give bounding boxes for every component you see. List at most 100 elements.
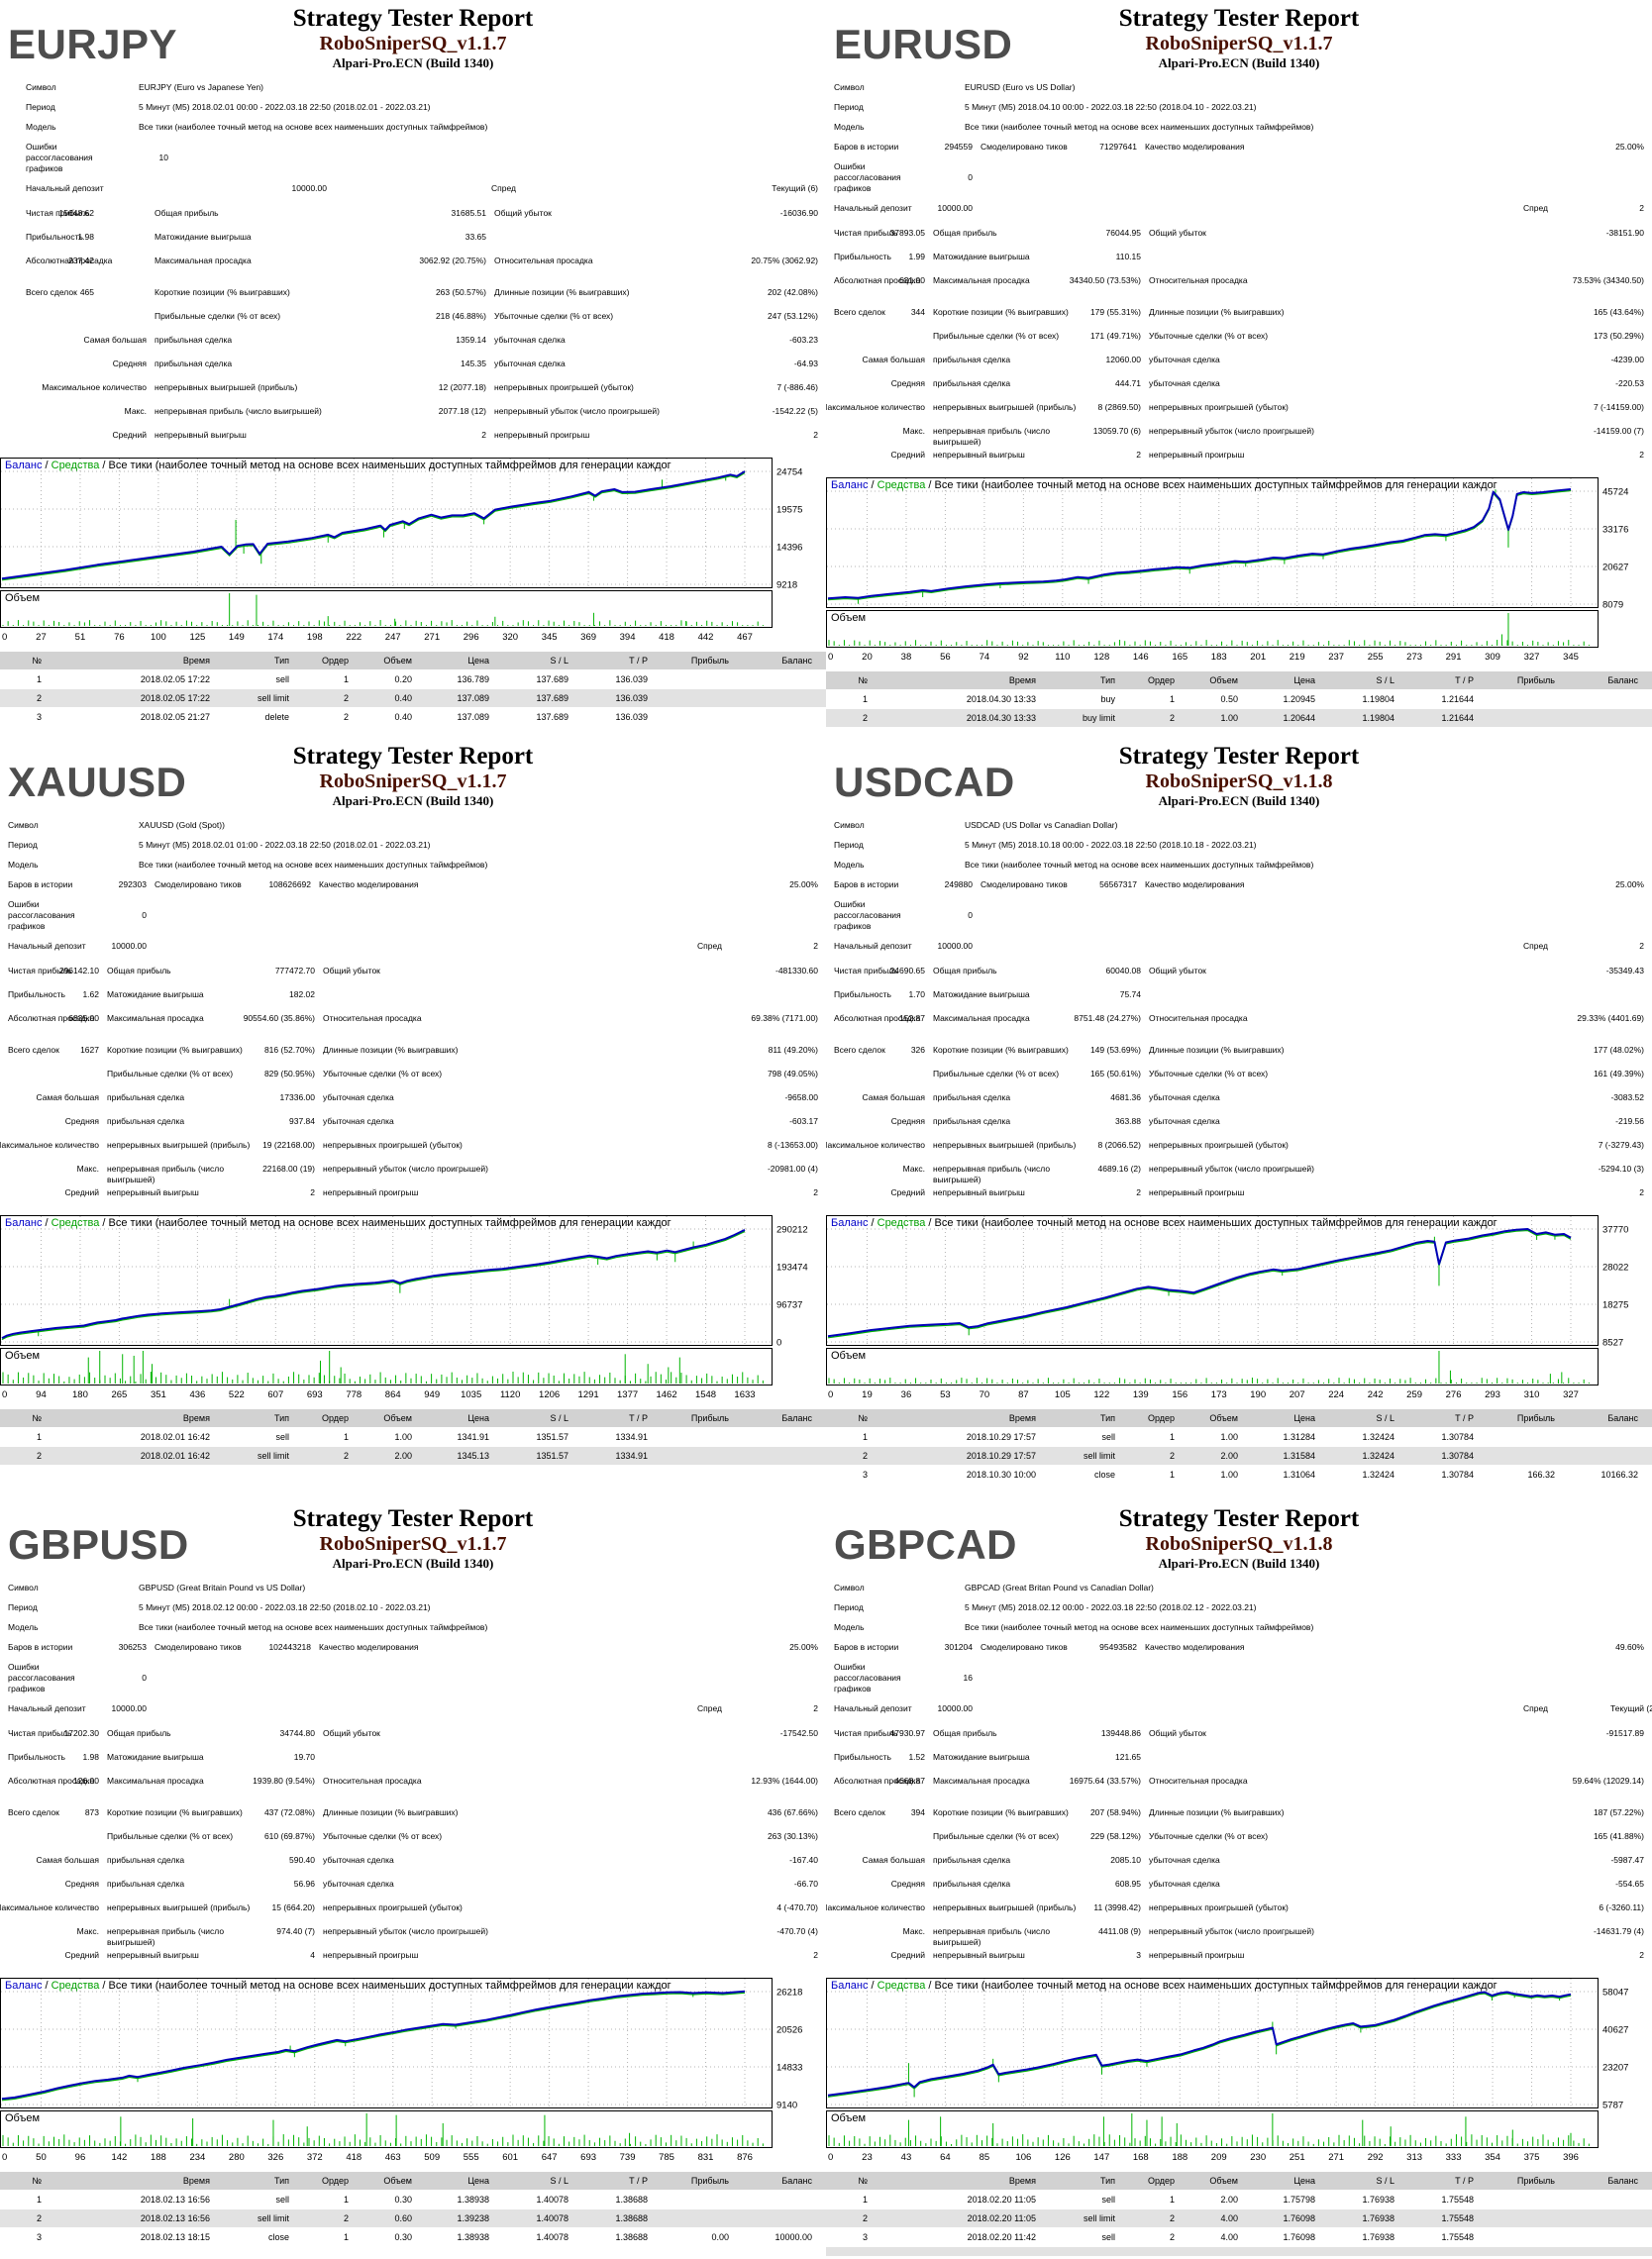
trade-cell: 2018.02.20 11:05 <box>967 2212 1036 2223</box>
spread-value: Текущий (6) <box>772 183 818 193</box>
spread-value: Текущий (22) <box>1610 1703 1652 1713</box>
broker-build: Alpari-Pro.ECN (Build 1340) <box>332 1556 494 1571</box>
trade-cell: 2018.02.05 21:27 <box>140 711 210 722</box>
x-axis-tick: 125 <box>189 632 205 643</box>
stats-label: Прибыльные сделки (% от всех) <box>933 1069 1060 1078</box>
balance-legend: Баланс <box>5 1217 43 1229</box>
stats-cell <box>1149 252 1644 275</box>
x-axis-tick: 1120 <box>500 1389 520 1400</box>
legend-separator: / <box>868 1980 878 1992</box>
balance-line <box>1 1228 746 1339</box>
x-axis-tick: 436 <box>189 1389 205 1400</box>
info-table: Символ EURJPY (Euro vs Japanese Yen) Пер… <box>0 82 826 194</box>
trades-column-header: Время <box>182 2175 210 2186</box>
stats-value: -14631.79 (4) <box>1593 1926 1644 1936</box>
ticks-value: 71297641 <box>1099 142 1137 152</box>
ticks-label: Смоделировано тиков <box>155 1642 242 1652</box>
x-axis-tick: 271 <box>424 632 440 643</box>
stats-value: 974.40 (7) <box>276 1926 315 1936</box>
x-axis-tick: 190 <box>1250 1389 1266 1400</box>
stats-row: Самая большая прибыльная сделка 2085.10 убы… <box>826 1855 1652 1879</box>
info-row-bars: Баров в истории 294559 Смоделировано тик… <box>826 142 1652 153</box>
errors-value: 16 <box>963 1673 973 1683</box>
stats-label: Общая прибыль <box>933 228 997 238</box>
balance-pane <box>0 458 773 588</box>
trade-cell: sell limit <box>257 692 289 703</box>
stats-label: непрерывный проигрыш <box>1149 1950 1245 1960</box>
stats-value: 13059.70 (6) <box>1092 426 1141 436</box>
trades-column-header: S / L <box>550 1412 568 1423</box>
y-axis-tick: 23207 <box>1602 2063 1628 2074</box>
stats-cell: прибыльная сделка 12060.00 <box>933 355 1141 378</box>
stats-cell: убыточная сделка -66.70 <box>323 1879 818 1902</box>
stats-cell: непрерывный выигрыш 2 <box>155 430 486 454</box>
stats-cell: Прибыльность 1.99 <box>826 252 925 275</box>
trade-cell: 1.19804 <box>1362 693 1394 704</box>
stats-cell <box>494 232 818 256</box>
stats-label: Чистая прибыль <box>8 1728 72 1738</box>
stats-label: Прибыльные сделки (% от всех) <box>155 311 281 321</box>
stats-label: Чистая прибыль <box>834 1728 898 1738</box>
y-axis-tick: 14833 <box>776 2063 802 2074</box>
stats-cell <box>826 331 925 355</box>
info-row-symbol: Символ EURUSD (Euro vs US Dollar) <box>826 82 1652 93</box>
stats-cell: непрерывный выигрыш 3 <box>933 1950 1141 1974</box>
trade-cell: 1.39238 <box>457 2212 489 2223</box>
stats-span-label: Средняя <box>890 1879 925 1889</box>
stats-label: непрерывный выигрыш <box>107 1950 199 1960</box>
stats-label: Максимальная просадка <box>107 1013 204 1023</box>
stats-cell: убыточная сделка -5987.47 <box>1149 1855 1644 1879</box>
stats-row: Макс. непрерывная прибыль (число выигрыше… <box>826 1926 1652 1950</box>
stats-value: -481330.60 <box>774 966 818 975</box>
stats-label: Убыточные сделки (% от всех) <box>323 1831 443 1841</box>
stats-value: 798 (49.05%) <box>767 1069 818 1078</box>
stats-label: непрерывных выигрышей (прибыль) <box>933 1902 1077 1912</box>
x-axis-tick: 522 <box>229 1389 245 1400</box>
balance-chart: 37770 28022 18275 8527 0 19 36 53 70 87 105 122 139 1… <box>826 1215 1652 1403</box>
stats-span-label: Средняя <box>64 1116 99 1126</box>
stats-value: 29.33% (4401.69) <box>1577 1013 1644 1023</box>
trade-cell: 137.089 <box>457 692 489 703</box>
stats-table: Чистая прибыль 47930.97 Общая прибыль 13944… <box>826 1728 1652 1974</box>
trade-cell: 136.789 <box>457 673 489 684</box>
trades-column-header: Баланс <box>781 1412 812 1423</box>
model-value: Все тики (наиболее точный метод на основ… <box>965 122 1314 132</box>
trade-cell: 1.76938 <box>1362 2231 1394 2242</box>
stats-label: Относительная просадка <box>1149 1776 1248 1786</box>
trade-cell: 1 <box>862 693 868 704</box>
stats-cell: Максимальное количество <box>826 1902 925 1926</box>
stats-cell: непрерывная прибыль (число выигрышей) 468… <box>933 1164 1141 1187</box>
x-axis-tick: 198 <box>307 632 323 643</box>
trade-row: 1 2018.04.30 13:33 buy 1 0.50 1.20945 1.19804 1… <box>826 690 1652 708</box>
balance-chart: 58047 40627 23207 5787 0 23 43 64 85 106 126 147 168… <box>826 1978 1652 2166</box>
stats-cell: Относительная просадка 59.64% (12029.14) <box>1149 1776 1644 1799</box>
info-row-bars: Баров в истории 292303 Смоделировано тик… <box>0 879 826 890</box>
stats-cell: Прибыльные сделки (% от всех) 171 (49.71%… <box>933 331 1141 355</box>
strategy-tester-report: EURUSD Strategy Tester Report RoboSniper… <box>826 0 1652 738</box>
stats-cell: Чистая прибыль 17202.30 <box>0 1728 99 1752</box>
stats-row: Прибыльные сделки (% от всех) 165 (50.61%… <box>826 1069 1652 1092</box>
model-value: Все тики (наиболее точный метод на основ… <box>139 1622 488 1632</box>
stats-value: 2 <box>813 1950 818 1960</box>
stats-cell: непрерывная прибыль (число выигрышей) 207… <box>155 406 486 430</box>
stats-cell: Длинные позиции (% выигравших) 202 (42.08… <box>494 287 818 311</box>
x-axis-tick: 0 <box>828 1389 833 1400</box>
trade-cell: 2018.02.20 11:42 <box>967 2231 1036 2242</box>
balance-legend: Баланс <box>831 479 869 491</box>
legend-separator: / <box>42 1980 52 1992</box>
x-axis-tick: 23 <box>862 2152 873 2163</box>
stats-label: Максимальная просадка <box>933 275 1030 285</box>
deposit-label: Начальный депозит <box>834 941 912 951</box>
y-axis-tick: 28022 <box>1602 1263 1628 1274</box>
trades-table: № Время Тип Ордер Объем Цена S / L T / P Прибыль… <box>826 1409 1652 1484</box>
stats-value: 76044.95 <box>1105 228 1141 238</box>
stats-row: Самая большая прибыльная сделка 12060.00 уб… <box>826 355 1652 378</box>
stats-value: 1.52 <box>908 1752 925 1762</box>
trade-cell: 1 <box>343 2231 349 2242</box>
stats-span-label: Самая большая <box>862 355 925 364</box>
x-axis-tick: 785 <box>659 2152 674 2163</box>
stats-value: 2 <box>813 1187 818 1197</box>
stats-cell: непрерывный проигрыш 2 <box>1149 450 1644 473</box>
pair-label: EURJPY <box>8 21 178 67</box>
spread-label: Спред <box>1523 203 1548 213</box>
